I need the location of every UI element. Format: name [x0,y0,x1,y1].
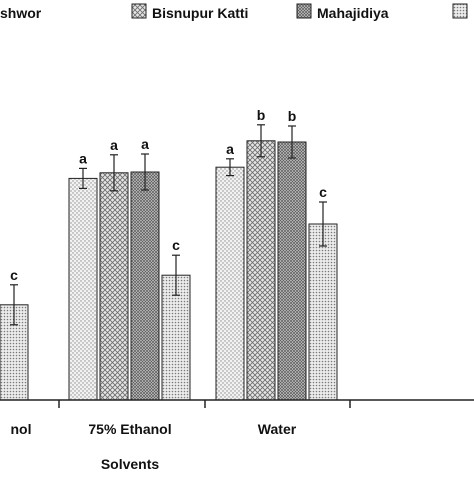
error-bar-s0-c1 [79,167,87,189]
x-axis-tick-labels: nol 75% Ethanol Water [11,421,297,437]
bar-s0-c1 [68,177,98,401]
error-bar-s1-c2 [257,124,265,158]
bar-s2-c2 [277,141,307,401]
legend: shwor Bisnupur Katti Mahajidiya [0,3,468,21]
legend-swatch-3 [452,3,468,19]
x-axis-ticks [58,400,351,408]
error-bars-group [10,124,327,326]
significance-label-s1-c1: a [110,137,118,153]
significance-label-s3-c0: c [10,267,18,283]
bars-group [0,140,338,401]
legend-label-2: Mahajidiya [317,5,389,21]
bar-s1-c1 [99,172,129,401]
significance-label-s2-c2: b [288,108,297,124]
significance-label-s2-c1: a [141,136,149,152]
x-axis-title: Solvents [101,456,160,472]
x-tick-label-0: nol [11,421,32,437]
error-bar-s3-c0 [10,284,18,326]
error-bar-s3-c2 [319,201,327,247]
bar-s3-c1 [161,274,191,401]
error-bar-s3-c1 [172,254,180,296]
error-bar-s2-c1 [141,153,149,191]
bar-s2-c1 [130,171,160,401]
bar-s1-c2 [246,140,276,401]
legend-swatch-2 [296,3,312,19]
significance-label-s3-c1: c [172,237,180,253]
legend-label-1: Bisnupur Katti [152,5,248,21]
significance-label-s0-c1: a [79,150,87,166]
x-tick-label-1: 75% Ethanol [88,421,171,437]
significance-labels-group: aaabaabccc [10,107,327,283]
legend-label-0: shwor [0,5,42,21]
error-bar-s2-c2 [288,125,296,159]
significance-label-s0-c2: a [226,141,234,157]
legend-swatch-1 [131,3,147,19]
bar-s0-c2 [215,166,245,401]
significance-label-s3-c2: c [319,184,327,200]
significance-label-s1-c2: b [257,107,266,123]
error-bar-s0-c2 [226,158,234,177]
bar-s3-c2 [308,223,338,401]
x-tick-label-2: Water [258,421,297,437]
error-bar-s1-c1 [110,154,118,192]
